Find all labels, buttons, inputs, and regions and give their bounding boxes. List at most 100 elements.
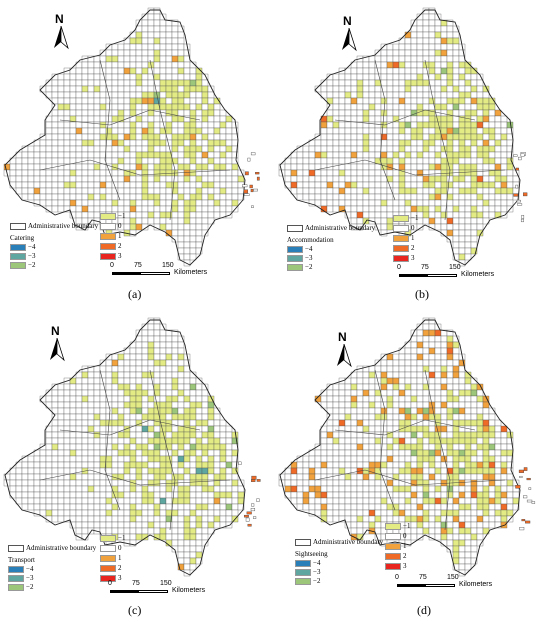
grid-cell — [452, 139, 460, 147]
grid-cell — [362, 437, 370, 445]
grid-cell — [362, 127, 370, 135]
legend-neg4-label: −4 — [313, 559, 321, 567]
grid-cell — [195, 193, 203, 201]
grid-cell — [63, 419, 71, 427]
grid-cell — [123, 85, 131, 93]
grid-cell — [27, 455, 35, 463]
grid-cell — [99, 109, 107, 117]
grid-cell — [171, 503, 179, 511]
panel-c: N Administrative boundary Transport −4 −… — [0, 310, 275, 620]
grid-cell — [380, 449, 388, 457]
grid-cell — [75, 109, 83, 117]
grid-cell — [159, 341, 167, 349]
grid-cell — [171, 521, 179, 529]
grid-cell — [392, 73, 400, 81]
grid-cell — [201, 187, 209, 195]
grid-cell — [159, 91, 167, 99]
grid-cell — [446, 341, 454, 349]
grid-cell — [123, 121, 131, 129]
grid-cell — [500, 449, 508, 457]
grid-cell — [57, 413, 65, 421]
grid-cell — [416, 85, 424, 93]
grid-cell — [111, 79, 119, 87]
grid-cell — [177, 85, 185, 93]
grid-cell — [452, 353, 460, 361]
grid-cell — [350, 401, 358, 409]
grid-cell — [416, 359, 424, 367]
grid-cell — [452, 461, 460, 469]
grid-cell — [165, 359, 173, 367]
grid-cell — [398, 497, 406, 505]
grid-cell — [368, 479, 376, 487]
grid-cell — [201, 121, 209, 129]
grid-cell — [195, 545, 203, 553]
grid-cell — [410, 121, 418, 129]
grid-cell — [135, 121, 143, 129]
grid-cell — [135, 491, 143, 499]
scale-tick-75: 75 — [421, 264, 429, 271]
grid-cell — [464, 133, 472, 141]
grid-cell — [87, 97, 95, 105]
legend-neg4-label: −4 — [28, 243, 36, 251]
grid-cell — [404, 341, 412, 349]
grid-cell — [117, 377, 125, 385]
grid-cell — [189, 187, 197, 195]
grid-cell — [189, 521, 197, 529]
grid-cell — [195, 247, 203, 255]
grid-cell — [171, 365, 179, 373]
grid-cell — [368, 383, 376, 391]
island — [520, 218, 524, 223]
grid-cell — [123, 521, 131, 529]
grid-cell — [434, 139, 442, 147]
grid-cell — [189, 413, 197, 421]
grid-cell — [416, 19, 424, 27]
grid-cell — [87, 109, 95, 117]
grid-cell — [356, 437, 364, 445]
grid-cell — [81, 67, 89, 75]
grid-cell — [21, 169, 29, 177]
grid-cell — [81, 527, 89, 535]
grid-cell — [398, 73, 406, 81]
grid-cell — [69, 383, 77, 391]
grid-cell — [141, 515, 149, 523]
grid-cell — [135, 79, 143, 87]
grid-cell — [470, 103, 478, 111]
grid-cell — [111, 157, 119, 165]
grid-cell — [410, 187, 418, 195]
grid-cell — [452, 347, 460, 355]
grid-cell — [135, 55, 143, 63]
grid-cell — [219, 157, 227, 165]
grid-cell — [135, 473, 143, 481]
grid-cell — [219, 479, 227, 487]
grid-cell — [213, 157, 221, 165]
grid-cell — [213, 497, 221, 505]
grid-cell — [129, 443, 137, 451]
grid-cell — [458, 97, 466, 105]
grid-cell — [177, 73, 185, 81]
grid-cell — [482, 413, 490, 421]
grid-cell — [165, 395, 173, 403]
grid-cell — [500, 479, 508, 487]
grid-cell — [404, 431, 412, 439]
grid-cell — [494, 437, 502, 445]
grid-cell — [362, 455, 370, 463]
grid-cell — [386, 455, 394, 463]
grid-cell — [482, 401, 490, 409]
grid-cell — [356, 115, 364, 123]
grid-cell — [470, 395, 478, 403]
grid-cell — [404, 97, 412, 105]
grid-cell — [356, 91, 364, 99]
island — [243, 514, 249, 518]
grid-cell — [45, 497, 53, 505]
grid-cell — [105, 449, 113, 457]
grid-cell — [440, 109, 448, 117]
grid-cell — [392, 157, 400, 165]
legend-pos2-label: 2 — [118, 242, 122, 250]
grid-cell — [21, 479, 29, 487]
grid-cell — [171, 31, 179, 39]
grid-cell — [470, 467, 478, 475]
grid-cell — [111, 151, 119, 159]
grid-cell — [225, 443, 233, 451]
grid-cell — [159, 503, 167, 511]
grid-cell — [434, 133, 442, 141]
